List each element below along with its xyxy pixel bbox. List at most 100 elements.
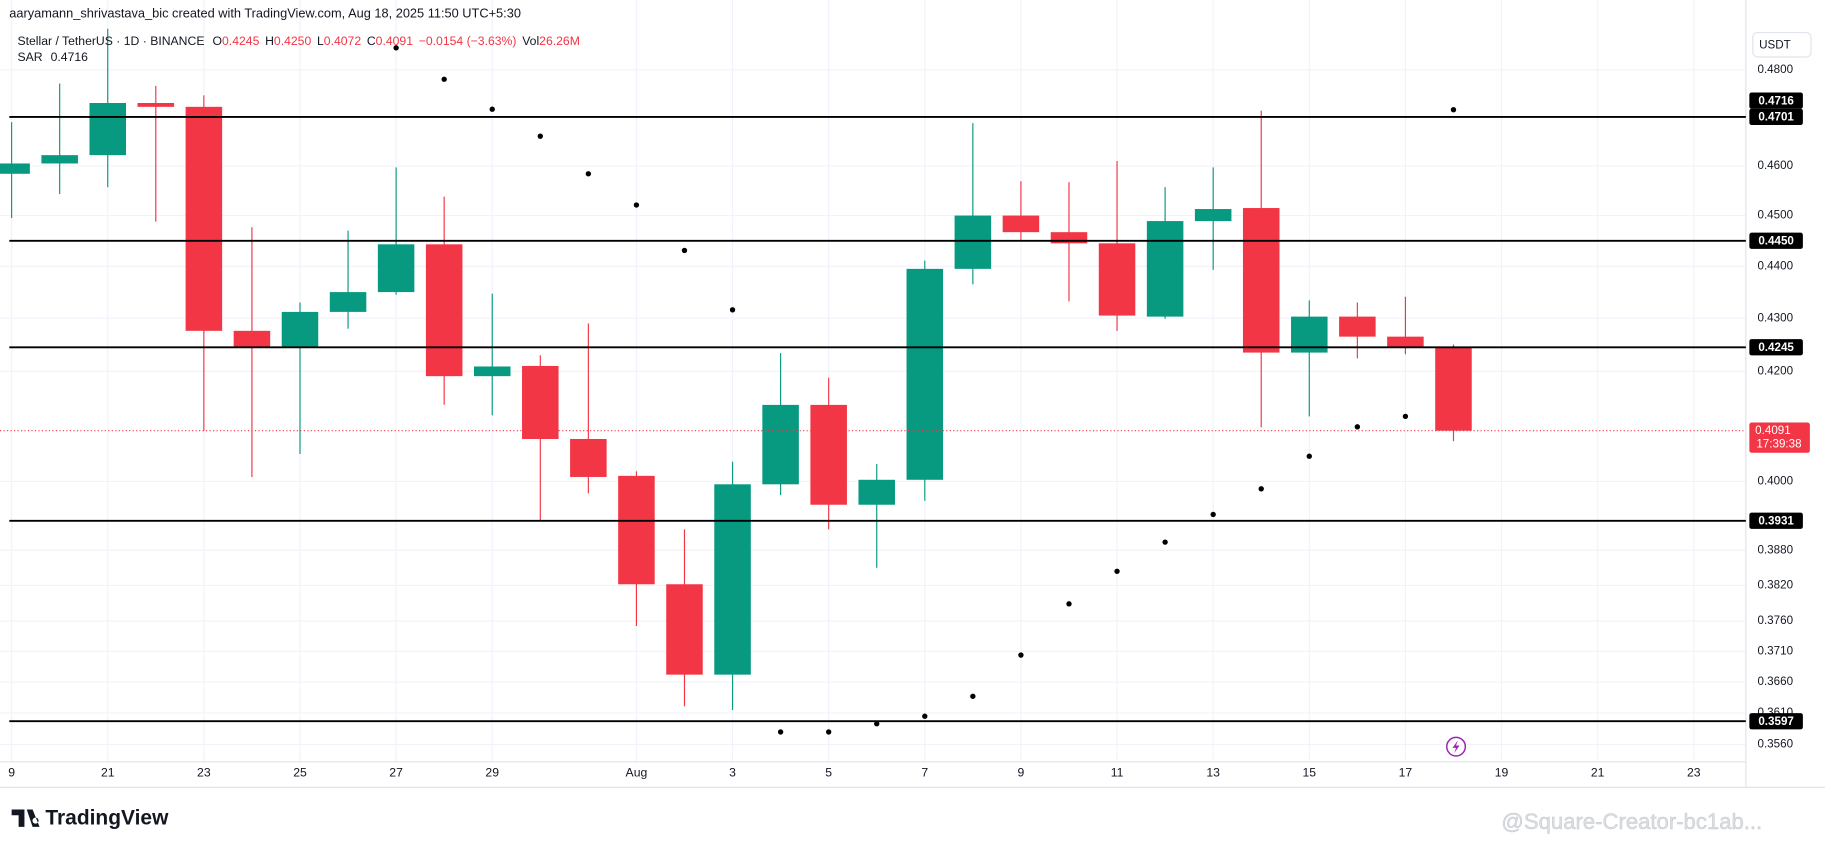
x-tick-label: Aug <box>626 766 648 780</box>
candle-body <box>1387 336 1424 348</box>
candle-body <box>570 438 607 477</box>
lightning-icon[interactable] <box>1445 736 1467 757</box>
candle-body <box>1435 347 1472 431</box>
price-axis: 0.4800 0.4600 0.4500 0.4400 0.4300 0.4200 0.40… <box>1749 63 1810 751</box>
level-label-bg <box>1749 232 1803 249</box>
logo-text: TradingView <box>45 806 169 829</box>
sar-dot <box>825 729 832 735</box>
price-label: 0.4091 <box>1755 424 1791 437</box>
y-tick-label: 0.4300 <box>1757 311 1793 324</box>
sar-label-bg <box>1749 92 1803 109</box>
x-tick-label: 11 <box>1111 766 1124 780</box>
candle-body <box>137 103 175 107</box>
x-tick-label: 23 <box>1687 766 1701 780</box>
legend-change: −0.0154 (−3.63%) <box>419 34 517 48</box>
y-tick-label: 0.3660 <box>1757 675 1793 688</box>
x-tick-label: 21 <box>1591 766 1605 780</box>
countdown: 17:39:38 <box>1756 438 1801 451</box>
level-label-bg <box>1749 339 1803 356</box>
legend-value: 0.4072 <box>324 34 362 48</box>
candle-body <box>522 365 559 439</box>
candle-body <box>858 479 895 505</box>
currency[interactable]: USDT <box>1759 38 1791 51</box>
x-tick-label: 9 <box>1018 766 1025 780</box>
sar-dot <box>633 202 640 208</box>
icon-bolt[interactable] <box>1452 740 1460 754</box>
sar-dot <box>970 693 976 699</box>
x-tick-label: 7 <box>921 766 928 780</box>
x-tick-label: 29 <box>485 766 499 780</box>
candle-body <box>473 366 511 377</box>
level-label-bg <box>1749 512 1803 529</box>
candle-body <box>810 404 847 505</box>
candle-body <box>906 268 944 480</box>
candle-body <box>618 475 655 585</box>
x-tick-label: 23 <box>197 766 211 780</box>
sar-dot <box>393 45 399 51</box>
candle-body <box>954 215 992 269</box>
candle-body <box>1098 243 1136 316</box>
sar-dot <box>1306 453 1312 459</box>
candle-body <box>377 244 415 293</box>
x-tick-label: 27 <box>389 766 403 780</box>
y-tick-label: 0.4200 <box>1757 364 1793 377</box>
sar-dot <box>1066 601 1072 607</box>
candle-body <box>1194 209 1232 222</box>
legend-value: 0.4250 <box>274 34 312 48</box>
x-tick-label: 13 <box>1206 766 1220 780</box>
candle-body <box>185 106 223 331</box>
candle-body <box>1002 215 1040 233</box>
legend-value: 0.4716 <box>51 50 89 64</box>
sar-dot <box>1210 511 1216 518</box>
y-tick-label: 0.3880 <box>1757 543 1793 556</box>
sar-dot <box>681 247 688 254</box>
sar-dot <box>1258 486 1264 492</box>
sar-dot <box>585 171 592 177</box>
candle-body <box>281 311 319 348</box>
level-label-bg <box>1749 108 1803 126</box>
sar-dot <box>777 729 784 735</box>
sar-dot <box>441 76 447 82</box>
level-label-bg <box>1749 713 1803 730</box>
legend-value: 0.4091 <box>376 34 414 48</box>
x-tick-label: 3 <box>729 766 736 780</box>
sar-dot <box>1402 413 1409 420</box>
candle-body <box>762 404 799 485</box>
sar-dot <box>922 713 928 719</box>
price-label-bg <box>1749 422 1810 453</box>
y-tick-label: 0.3760 <box>1757 614 1793 627</box>
y-tick-label: 0.3560 <box>1757 738 1793 751</box>
sar-legend: SAR 0.4716 <box>17 50 88 64</box>
candle-body <box>329 292 367 312</box>
currency-button[interactable] <box>1752 31 1812 58</box>
legend-key: L <box>317 34 324 48</box>
candle-body <box>666 584 703 675</box>
symbol: Stellar / TetherUS · 1D · BINANCE <box>17 34 204 48</box>
level-label: 0.4701 <box>1758 111 1794 124</box>
x-tick-label: 25 <box>293 766 307 780</box>
credit: aaryamann_shrivastava_bic created with T… <box>9 5 521 20</box>
legend-key: O <box>213 34 223 48</box>
candle-body <box>1339 316 1376 337</box>
x-tick-label: 17 <box>1399 766 1413 780</box>
y-tick-label: 0.4500 <box>1757 209 1793 222</box>
level-label: 0.3597 <box>1758 715 1794 728</box>
y-tick-label: 0.4000 <box>1757 475 1793 488</box>
y-tick-label: 0.4400 <box>1757 259 1793 272</box>
sar-dot <box>874 721 880 727</box>
legend-key: H <box>265 34 274 48</box>
x-tick-label: 9 <box>8 766 15 780</box>
sar-dot <box>489 106 495 112</box>
legend-value: 0.4245 <box>222 34 260 48</box>
candle-body <box>714 484 751 675</box>
level-label: 0.4450 <box>1758 234 1794 247</box>
candle-body <box>89 103 127 156</box>
sar-dot <box>1162 539 1168 545</box>
watermark: @Square-Creator-bc1ab... <box>1501 809 1762 834</box>
sar-dot <box>537 133 543 139</box>
legend-key: SAR <box>17 50 42 64</box>
sar-dot <box>729 307 736 313</box>
y-tick-label: 0.4800 <box>1757 63 1793 76</box>
